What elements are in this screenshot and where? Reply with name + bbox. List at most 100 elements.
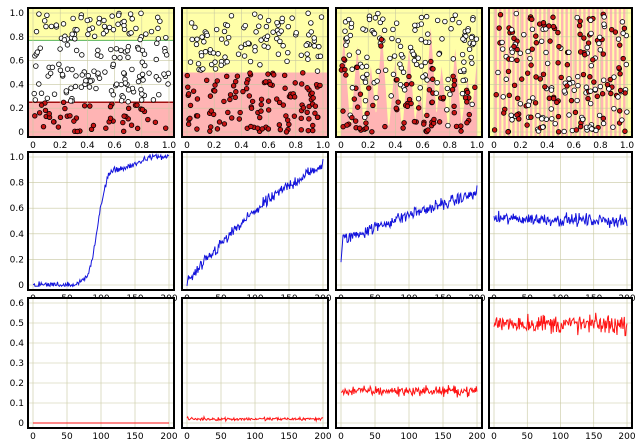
scatter-point (115, 21, 121, 27)
x-tick-label: 0.2 (53, 141, 67, 151)
scatter-point (583, 84, 590, 90)
scatter-point (398, 51, 405, 58)
scatter-point (108, 46, 114, 53)
scatter-point (611, 74, 617, 80)
scatter-point (621, 25, 628, 32)
scatter-point (340, 108, 346, 114)
scatter-point (212, 59, 218, 65)
scatter-point (57, 67, 64, 73)
scatter-point (548, 87, 555, 93)
y-tick-label: 1.0 (10, 9, 25, 19)
scatter-point (363, 63, 370, 70)
scatter-point (285, 23, 291, 30)
x-tick-label: 200 (314, 432, 331, 441)
scatter-point (53, 22, 60, 28)
scatter-point (549, 116, 555, 122)
scatter-point (134, 102, 140, 108)
x-tick-label: 0 (30, 432, 36, 441)
scatter-point (431, 116, 437, 123)
y-tick-label: 0.4 (10, 80, 25, 90)
scatter-point (212, 66, 219, 72)
scatter-point (451, 77, 458, 84)
scatter-point (212, 82, 218, 88)
scatter-point (314, 68, 321, 74)
scatter-point (285, 49, 291, 56)
scatter-point (372, 15, 379, 21)
panel-frame (488, 297, 633, 429)
scatter-point (558, 74, 564, 81)
scatter-point (572, 109, 579, 116)
scatter-point (222, 54, 228, 60)
region-stripe (605, 8, 608, 137)
scatter-point (566, 112, 572, 118)
scatter-point (577, 49, 584, 55)
panel-r3c4: 0 50 100 150 200 (488, 297, 636, 441)
x-tick-label: 0.6 (567, 141, 582, 151)
scatter-point (620, 55, 626, 62)
scatter-point (286, 121, 292, 128)
scatter-point (62, 105, 68, 112)
scatter-point (513, 10, 519, 17)
scatter-point (533, 33, 539, 39)
scatter-point (429, 99, 435, 105)
scatter-point (318, 14, 325, 20)
scatter-point (378, 36, 385, 43)
y-tick-label: 0.8 (10, 179, 25, 189)
scatter-point (503, 76, 509, 82)
scatter-point (257, 114, 263, 121)
scatter-point (511, 82, 518, 89)
x-tick-label: 100 (246, 432, 263, 441)
scatter-point (590, 57, 596, 63)
scatter-point (96, 75, 103, 81)
scatter-point (194, 113, 201, 119)
series-line (493, 210, 628, 229)
scatter-point (564, 62, 571, 68)
region-stripe (592, 8, 595, 137)
scatter-point (469, 101, 475, 108)
scatter-point (156, 91, 162, 98)
scatter-point (505, 129, 511, 135)
scatter-point (528, 114, 534, 120)
scatter-point (298, 52, 304, 58)
scatter-point (617, 42, 623, 48)
x-tick-label: 200 (618, 432, 635, 441)
scatter-point (612, 29, 619, 35)
scatter-point (96, 20, 102, 26)
scatter-point (261, 43, 267, 49)
scatter-point (408, 100, 414, 107)
scatter-point (117, 55, 123, 61)
scatter-point (597, 47, 604, 53)
scatter-point (68, 98, 74, 104)
scatter-point (102, 69, 108, 75)
scatter-point (243, 85, 250, 92)
scatter-point (280, 102, 287, 108)
region-stripe (529, 8, 533, 137)
scatter-point (317, 82, 323, 89)
grid (182, 298, 328, 428)
scatter-point (224, 73, 230, 80)
scatter-point (50, 119, 57, 125)
scatter-point (33, 63, 39, 69)
scatter-point (415, 55, 421, 61)
scatter-point (594, 93, 601, 100)
scatter-point (218, 36, 225, 42)
scatter-point (537, 76, 544, 82)
scatter-point (51, 91, 58, 97)
scatter-point (606, 86, 612, 92)
scatter-point (64, 42, 71, 48)
scatter-point (145, 116, 151, 123)
scatter-point (134, 125, 141, 132)
scatter-point (264, 33, 271, 39)
scatter-point (584, 44, 590, 51)
scatter-point (587, 100, 594, 107)
scatter-point (73, 73, 79, 79)
scatter-point (120, 128, 127, 135)
scatter-point (95, 47, 101, 54)
scatter-point (289, 15, 295, 21)
scatter-point (227, 92, 234, 98)
scatter-point (265, 17, 272, 24)
scatter-point (387, 55, 393, 62)
scatter-point (540, 71, 547, 77)
scatter-point (79, 52, 85, 58)
scatter-point (314, 114, 321, 120)
